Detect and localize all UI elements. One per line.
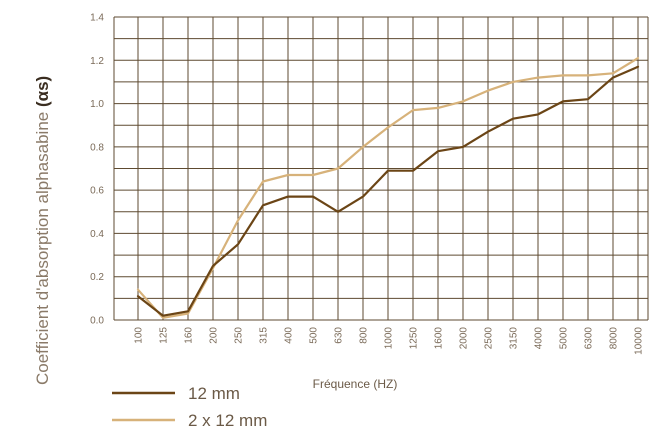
series-lines	[136, 56, 640, 319]
y-tick-label: 0.8	[90, 142, 104, 153]
grid	[113, 16, 649, 321]
x-tick-label: 315	[259, 327, 270, 344]
x-tick-label: 800	[359, 327, 370, 344]
x-tick-label: 4000	[534, 327, 545, 350]
x-ticks: 100 125 160 200 250 315 400 500 630 800 1000 1250 16…	[134, 327, 645, 355]
x-tick-label: 1000	[384, 327, 395, 350]
x-tick-label: 5000	[559, 327, 570, 350]
x-axis-label: Fréquence (HZ)	[313, 377, 398, 391]
x-tick-label: 160	[184, 327, 195, 344]
x-tick-label: 8000	[609, 327, 620, 350]
y-tick-label: 1.2	[90, 56, 104, 67]
series-line-2x12mm	[136, 56, 640, 319]
x-tick-label: 1250	[409, 327, 420, 350]
x-tick-label: 125	[159, 327, 170, 344]
y-axis-label: Coefficient d'absorption alphasabine (αs…	[33, 76, 52, 385]
series-line-12mm	[136, 65, 640, 317]
x-tick-label: 100	[134, 327, 145, 344]
x-tick-label: 2000	[459, 327, 470, 350]
x-tick-label: 400	[284, 327, 295, 344]
y-tick-label: 1.0	[90, 99, 104, 110]
y-tick-label: 0.4	[90, 229, 104, 240]
y-tick-label: 1.4	[90, 13, 104, 24]
x-tick-label: 2500	[484, 327, 495, 350]
y-tick-label: 0.6	[90, 186, 104, 197]
legend-label-2x12mm: 2 x 12 mm	[188, 411, 267, 430]
x-tick-label: 1600	[434, 327, 445, 350]
y-tick-label: 0.0	[90, 316, 104, 327]
x-tick-label: 500	[309, 327, 320, 344]
y-tick-label: 0.2	[90, 272, 104, 283]
y-ticks: 0.0 0.2 0.4 0.6 0.8 1.0 1.2 1.4	[90, 13, 104, 327]
x-tick-label: 630	[334, 327, 345, 344]
x-tick-label: 6300	[584, 327, 595, 350]
x-tick-label: 250	[234, 327, 245, 344]
x-tick-label: 200	[209, 327, 220, 344]
x-tick-label: 10000	[634, 327, 645, 355]
x-tick-label: 3150	[509, 327, 520, 350]
legend: 12 mm 2 x 12 mm	[112, 384, 267, 430]
legend-label-12mm: 12 mm	[188, 384, 240, 403]
